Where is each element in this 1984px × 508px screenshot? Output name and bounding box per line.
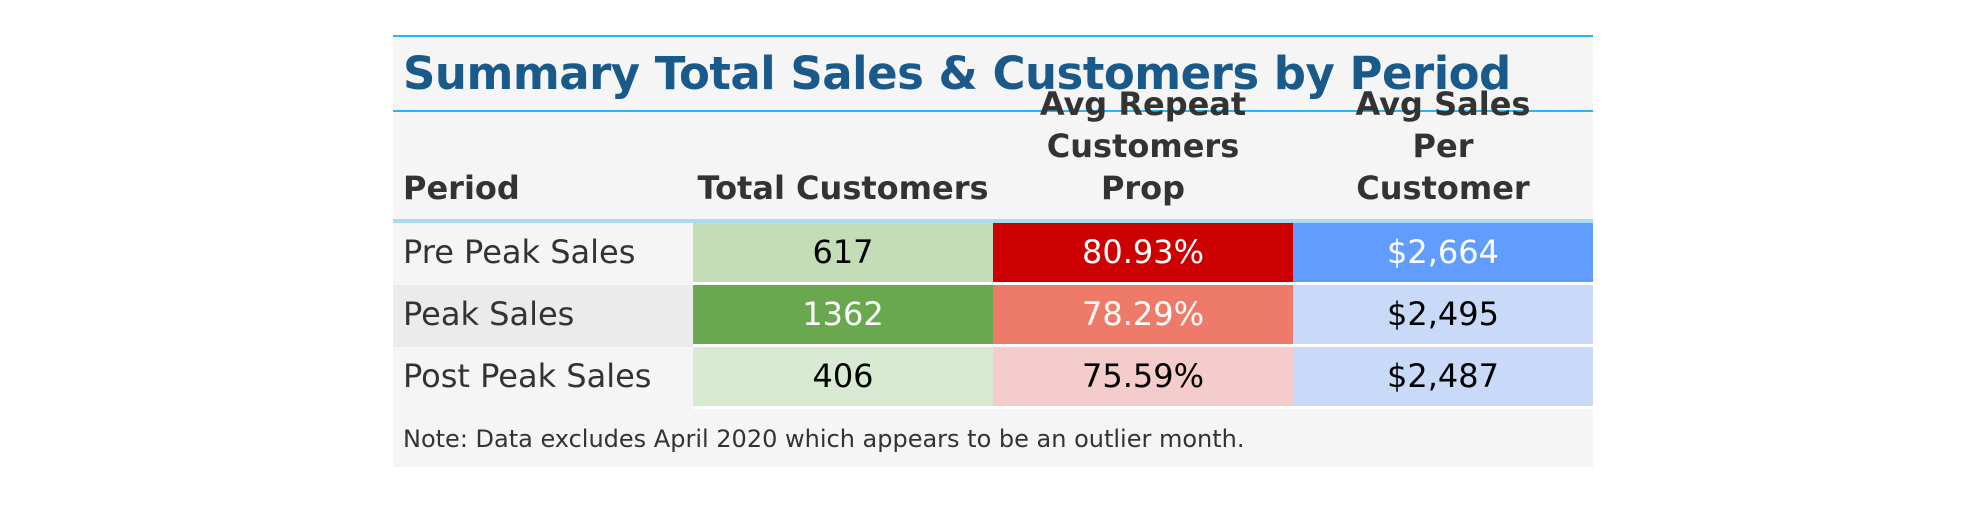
table-row: Peak Sales 1362 78.29% $2,495	[393, 285, 1593, 347]
row-period-label: Post Peak Sales	[393, 347, 693, 406]
row-period-label: Pre Peak Sales	[393, 223, 693, 282]
table-row: Post Peak Sales 406 75.59% $2,487	[393, 347, 1593, 409]
cell-total-customers: 617	[693, 223, 993, 282]
cell-total-customers: 406	[693, 347, 993, 406]
header-avg-repeat-customers-prop: Avg Repeat Customers Prop	[1039, 85, 1247, 207]
cell-avg-repeat-customers-prop: 75.59%	[993, 347, 1293, 406]
table-title: Summary Total Sales & Customers by Perio…	[403, 47, 1511, 100]
row-separator	[693, 282, 1593, 285]
row-separator	[693, 344, 1593, 347]
cell-avg-sales-per-customer: $2,664	[1293, 223, 1593, 282]
header-period: Period	[403, 169, 520, 207]
title-bar: Summary Total Sales & Customers by Perio…	[393, 35, 1593, 112]
cell-avg-repeat-customers-prop: 78.29%	[993, 285, 1293, 344]
cell-total-customers: 1362	[693, 285, 993, 344]
table-body: Pre Peak Sales 617 80.93% $2,664 Peak Sales 1…	[393, 223, 1593, 409]
header-total-customers: Total Customers	[697, 169, 989, 207]
table-note: Note: Data excludes April 2020 which app…	[403, 425, 1245, 453]
cell-avg-repeat-customers-prop: 80.93%	[993, 223, 1293, 282]
cell-avg-sales-per-customer: $2,495	[1293, 285, 1593, 344]
table-row: Pre Peak Sales 617 80.93% $2,664	[393, 223, 1593, 285]
summary-table: Period Total Customers Avg Repeat Custom…	[393, 85, 1593, 409]
row-separator	[693, 406, 1593, 409]
row-period-label: Peak Sales	[393, 285, 693, 344]
table-header-row: Period Total Customers Avg Repeat Custom…	[393, 85, 1593, 223]
header-avg-sales-per-customer: Avg Sales Per Customer	[1355, 85, 1531, 207]
cell-avg-sales-per-customer: $2,487	[1293, 347, 1593, 406]
summary-table-card: Summary Total Sales & Customers by Perio…	[393, 35, 1593, 467]
